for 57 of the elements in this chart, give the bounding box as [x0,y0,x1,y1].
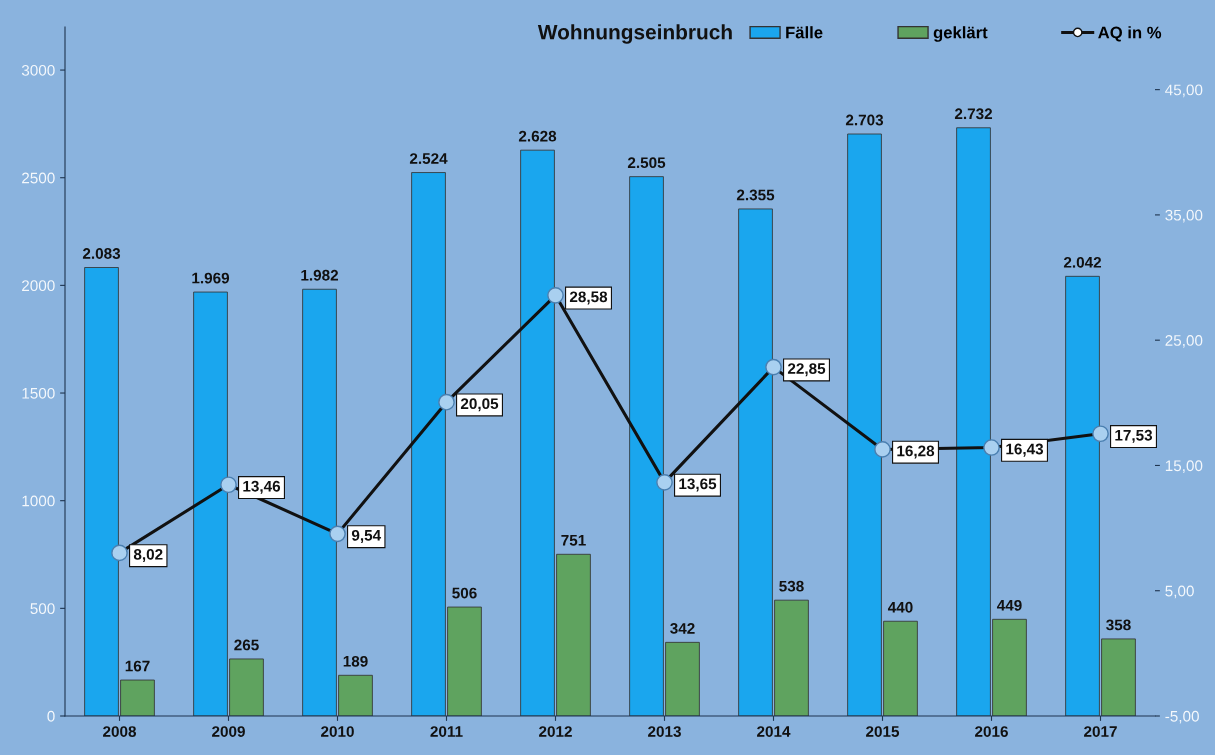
data-label: 751 [561,535,586,546]
data-label: 13,65 [679,478,717,492]
y-tick-label: 0 [47,710,55,722]
legend-label: Fälle [786,26,823,39]
y-tick-label: 2000 [22,280,55,292]
y2-tick-label: 25,00 [1165,335,1203,348]
data-label: 16,28 [897,445,935,459]
data-label: 20,05 [460,398,499,412]
data-label: 506 [452,587,477,599]
data-label: 1.982 [301,269,339,281]
data-label: 189 [343,655,368,667]
y-tick-label: 1000 [22,495,55,507]
data-label: 2.083 [82,248,121,259]
x-tick-label: 2016 [975,726,1008,737]
data-label: 8,02 [133,548,163,562]
data-label: 440 [887,601,913,613]
data-label: 2.628 [518,130,557,142]
data-label: 16,43 [1006,443,1044,457]
y-tick-label: 1500 [22,387,55,399]
x-tick-label: 2017 [1084,726,1117,737]
chart-title: Wohnungseinbruch [537,24,732,44]
y2-tick-label: -5,00 [1165,710,1199,724]
data-label: 265 [234,639,259,651]
y-tick-label: 3000 [21,64,55,76]
y-tick-label: 500 [30,603,55,615]
y2-tick-label: 45,00 [1165,84,1203,98]
x-tick-label: 2010 [321,726,354,737]
x-tick-label: 2009 [212,726,245,737]
x-tick-label: 2008 [103,726,137,737]
y-tick-label: 2500 [22,172,55,184]
data-label: 17,53 [1115,429,1153,443]
data-label: 9,54 [351,529,382,543]
data-label: 449 [996,599,1022,611]
x-tick-label: 2015 [866,726,900,737]
data-label: 167 [125,660,150,672]
x-tick-label: 2013 [648,726,681,737]
y2-tick-label: 15,00 [1165,460,1203,473]
data-label: 1.969 [192,272,230,284]
data-label: 342 [670,622,695,634]
data-label: 13,46 [243,480,281,494]
data-label: 538 [779,580,804,592]
data-label: 2.355 [736,189,775,201]
y2-tick-label: 5,00 [1165,585,1194,599]
data-label: 2.703 [845,114,884,126]
x-tick-label: 2011 [430,726,463,737]
data-label: 2.042 [1063,256,1102,268]
data-label: 2.732 [954,108,993,120]
x-tick-label: 2014 [757,726,791,737]
data-label: 2.524 [409,153,448,164]
y2-tick-label: 35,00 [1165,209,1203,223]
legend-label: geklärt [933,26,988,42]
x-tick-label: 2012 [539,726,572,737]
data-label: 358 [1106,619,1131,631]
data-label: 2.505 [627,157,666,169]
data-label: 28,58 [569,291,608,305]
legend-label: AQ in % [1098,26,1162,42]
data-label: 22,85 [787,363,826,377]
